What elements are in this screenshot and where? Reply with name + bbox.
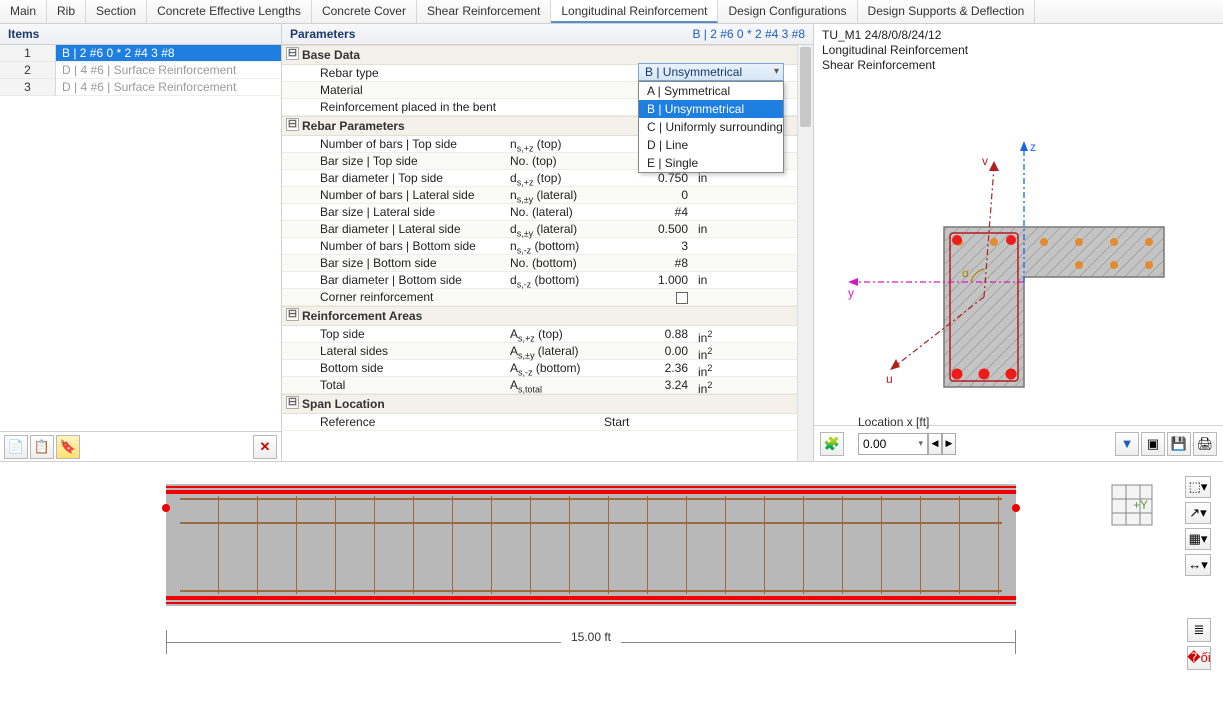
rebar-type-dropdown[interactable]: A | SymmetricalB | UnsymmetricalC | Unif…: [638, 81, 784, 173]
dropdown-option[interactable]: E | Single: [639, 154, 783, 172]
axis-toggle-button[interactable]: ↗▾: [1185, 502, 1211, 524]
dimension-line: 15.00 ft: [166, 630, 1016, 654]
param-row[interactable]: Bar diameter | Lateral sideds,±y (latera…: [282, 221, 813, 238]
grid-toggle-button[interactable]: ▦▾: [1185, 528, 1211, 550]
param-row[interactable]: TotalAs,total3.24in2: [282, 377, 813, 394]
svg-text:z: z: [1030, 140, 1036, 154]
params-breadcrumb: B | 2 #6 0 * 2 #4 3 #8: [692, 27, 805, 41]
rebar-type-select[interactable]: B | Unsymmetrical: [638, 63, 784, 81]
measure-button[interactable]: ↔▾: [1185, 554, 1211, 576]
tab-design-supports-deflection[interactable]: Design Supports & Deflection: [858, 0, 1036, 23]
location-prev[interactable]: ◀: [928, 433, 942, 455]
svg-text:v: v: [982, 154, 988, 168]
view-cube[interactable]: +Y: [1109, 482, 1155, 528]
param-row[interactable]: Lateral sidesAs,±y (lateral)0.00in2: [282, 343, 813, 360]
location-next[interactable]: ▶: [942, 433, 956, 455]
param-row[interactable]: Top sideAs,+z (top)0.88in2: [282, 326, 813, 343]
param-row[interactable]: Bar size | Lateral sideNo. (lateral)#4: [282, 204, 813, 221]
dropdown-option[interactable]: C | Uniformly surrounding: [639, 118, 783, 136]
layers-button[interactable]: ≣: [1187, 618, 1211, 642]
tab-bar: MainRibSectionConcrete Effective Lengths…: [0, 0, 1223, 24]
highlight-button[interactable]: 🔖: [56, 435, 80, 459]
items-title: Items: [0, 24, 281, 45]
new-item-button[interactable]: 📄: [4, 435, 28, 459]
items-list: 1B | 2 #6 0 * 2 #4 3 #82D | 4 #6 | Surfa…: [0, 45, 281, 431]
tab-main[interactable]: Main: [0, 0, 47, 23]
view-mode-button[interactable]: ⬚▾: [1185, 476, 1211, 498]
location-label: Location x [ft]: [858, 415, 929, 429]
param-row[interactable]: ReferenceStart: [282, 414, 813, 431]
cross-section-svg: z y u v α: [844, 127, 1184, 407]
viz-info: TU_M1 24/8/0/8/24/12Longitudinal Reinfor…: [814, 24, 1223, 77]
section-header[interactable]: Base Data: [282, 45, 813, 65]
param-row[interactable]: Number of bars | Bottom sidens,-z (botto…: [282, 238, 813, 255]
tab-rib[interactable]: Rib: [47, 0, 86, 23]
dropdown-option[interactable]: D | Line: [639, 136, 783, 154]
cross-section-view[interactable]: z y u v α: [814, 77, 1223, 425]
item-row[interactable]: 1B | 2 #6 0 * 2 #4 3 #8: [0, 45, 281, 62]
tab-concrete-effective-lengths[interactable]: Concrete Effective Lengths: [147, 0, 312, 23]
delete-item-button[interactable]: ✕: [253, 435, 277, 459]
item-row[interactable]: 2D | 4 #6 | Surface Reinforcement: [0, 62, 281, 79]
svg-text:α: α: [962, 266, 969, 280]
tab-design-configurations[interactable]: Design Configurations: [718, 0, 857, 23]
section-header[interactable]: Span Location: [282, 394, 813, 414]
reset-view-button[interactable]: �ối: [1187, 646, 1211, 670]
viz-tool-button[interactable]: 🧩: [820, 432, 844, 456]
view-settings-button[interactable]: ▣: [1141, 432, 1165, 456]
tab-longitudinal-reinforcement[interactable]: Longitudinal Reinforcement: [551, 0, 718, 23]
save-view-button[interactable]: 💾: [1167, 432, 1191, 456]
filter-button[interactable]: ▼: [1115, 432, 1139, 456]
tab-concrete-cover[interactable]: Concrete Cover: [312, 0, 417, 23]
params-scrollbar[interactable]: [797, 45, 813, 461]
svg-text:y: y: [848, 286, 854, 300]
tab-shear-reinforcement[interactable]: Shear Reinforcement: [417, 0, 551, 23]
location-input[interactable]: 0.00 ▾: [858, 433, 928, 455]
beam-elevation-view[interactable]: 15.00 ft +Y ⬚▾ ↗▾ ▦▾ ↔▾ ≣ �ối: [0, 462, 1223, 684]
svg-text:u: u: [886, 372, 893, 386]
tab-section[interactable]: Section: [86, 0, 147, 23]
print-button[interactable]: 🖨: [1193, 432, 1217, 456]
param-row[interactable]: Bar size | Bottom sideNo. (bottom)#8: [282, 255, 813, 272]
section-header[interactable]: Reinforcement Areas: [282, 306, 813, 326]
param-row[interactable]: Corner reinforcement: [282, 289, 813, 306]
param-row[interactable]: Number of bars | Lateral sidens,±y (late…: [282, 187, 813, 204]
param-row[interactable]: Bottom sideAs,-z (bottom)2.36in2: [282, 360, 813, 377]
dropdown-option[interactable]: A | Symmetrical: [639, 82, 783, 100]
dropdown-option[interactable]: B | Unsymmetrical: [639, 100, 783, 118]
item-row[interactable]: 3D | 4 #6 | Surface Reinforcement: [0, 79, 281, 96]
params-tree: Base DataRebar typeMaterialReinforcement…: [282, 45, 813, 461]
svg-text:+Y: +Y: [1133, 498, 1148, 512]
params-title: Parameters B | 2 #6 0 * 2 #4 3 #8: [282, 24, 813, 45]
copy-item-button[interactable]: 📋: [30, 435, 54, 459]
param-row[interactable]: Bar diameter | Bottom sideds,-z (bottom)…: [282, 272, 813, 289]
